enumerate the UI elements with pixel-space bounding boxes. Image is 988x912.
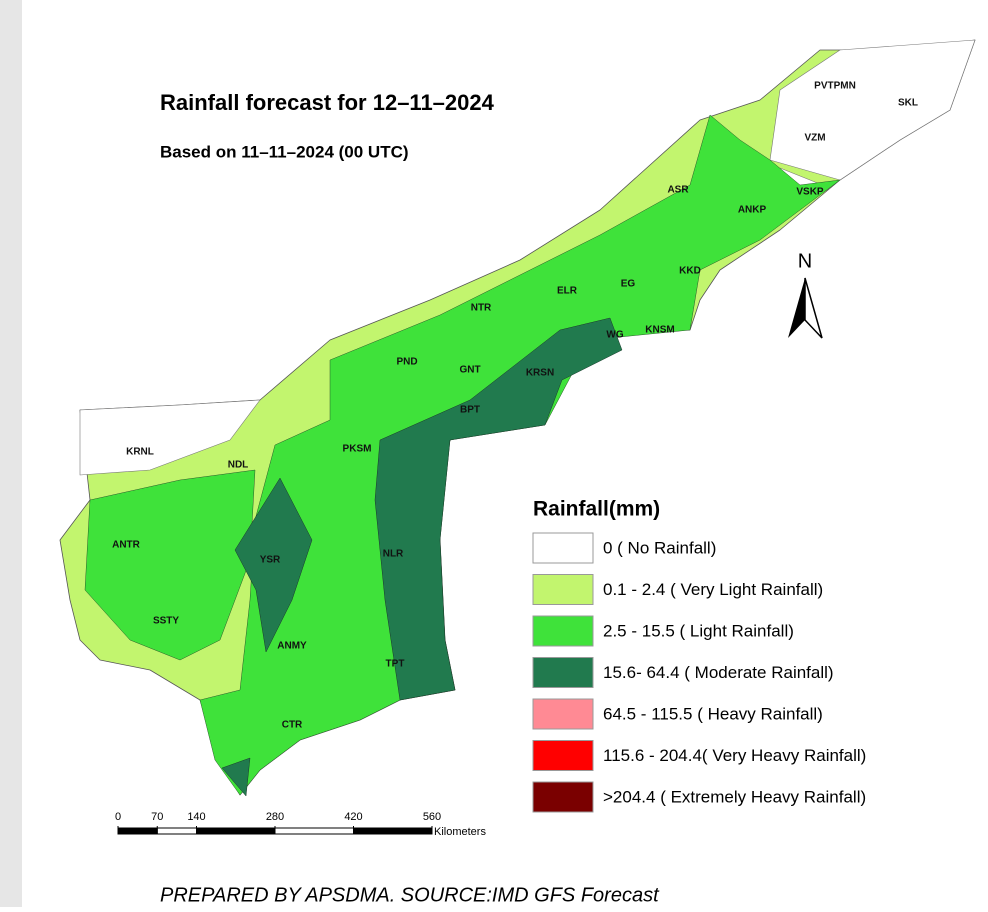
moderate-coast [374,317,623,701]
state-map [59,39,976,797]
legend-swatch [532,698,594,730]
district-label: EG [621,279,636,290]
legend-label: 0.1 - 2.4 ( Very Light Rainfall) [603,580,823,599]
no-rain-ne [769,39,976,181]
district-label: PKSM [343,444,372,455]
scale-tick-label: 420 [344,811,362,823]
map-title: Rainfall forecast for 12–11–2024 [160,90,495,115]
legend-label: >204.4 ( Extremely Heavy Rainfall) [603,787,866,806]
district-label: ANTR [112,540,141,551]
district-label: ASR [667,185,689,196]
district-label: SKL [898,98,918,109]
district-label: KKD [679,266,701,277]
scale-segment [353,827,433,835]
district-label: TPT [386,659,405,670]
moderate-ctr [221,757,251,797]
scale-tick-label: 0 [115,811,121,823]
scale-unit: Kilometers [434,826,486,838]
scale-segment [156,827,197,835]
legend-title: Rainfall(mm) [533,498,660,521]
side-strip [0,0,22,907]
district-label: KRSN [526,368,554,379]
district-label: NDL [228,460,249,471]
legend-swatch [532,574,594,605]
district-label: BPT [460,405,480,416]
district-label: CTR [282,720,303,731]
district-label: KNSM [645,325,674,336]
legend-swatch [532,740,594,771]
light-rain [199,114,841,796]
scale-tick-label: 140 [187,811,205,823]
legend-swatch [532,532,594,564]
scale-segment [117,827,158,835]
district-label: PVTPMN [814,81,856,92]
district-label: PND [396,357,417,368]
moderate-ysr [234,477,313,653]
legend-label: 64.5 - 115.5 ( Heavy Rainfall) [603,704,823,723]
district-label: ELR [557,286,578,297]
scale-segment [274,827,354,835]
district-label: KRNL [126,447,154,458]
map-subtitle: Based on 11–11–2024 (00 UTC) [160,142,409,161]
district-label: WG [606,330,623,341]
scale-tick-label: 560 [423,811,441,823]
scale-tick-label: 280 [266,811,284,823]
north-arrow: N [788,250,823,339]
arrow-left [788,278,805,338]
north-label: N [798,250,812,272]
legend-label: 0 ( No Rainfall) [603,538,716,557]
legend-swatch [532,615,594,647]
district-label: NTR [471,303,492,314]
district-label: VZM [804,133,825,144]
district-label: NLR [383,549,404,560]
legend-label: 2.5 - 15.5 ( Light Rainfall) [603,621,794,640]
legend-swatch [532,781,594,813]
legend-label: 15.6- 64.4 ( Moderate Rainfall) [603,663,834,682]
scale-tick-label: 70 [151,811,163,823]
district-label: SSTY [153,616,179,627]
district-label: ANKP [738,205,767,216]
footer: PREPARED BY APSDMA. SOURCE:IMD GFS Forec… [160,884,660,906]
district-label: GNT [459,365,480,376]
legend-swatch [532,657,594,688]
scale-segment [196,827,276,835]
light-rain-west [84,469,256,661]
arrow-right [804,277,823,339]
district-label: YSR [260,555,281,566]
no-rain-krnl [79,399,261,476]
legend-label: 115.6 - 204.4( Very Heavy Rainfall) [603,746,866,765]
district-label: VSKP [796,187,824,198]
district-label: ANMY [277,641,307,652]
